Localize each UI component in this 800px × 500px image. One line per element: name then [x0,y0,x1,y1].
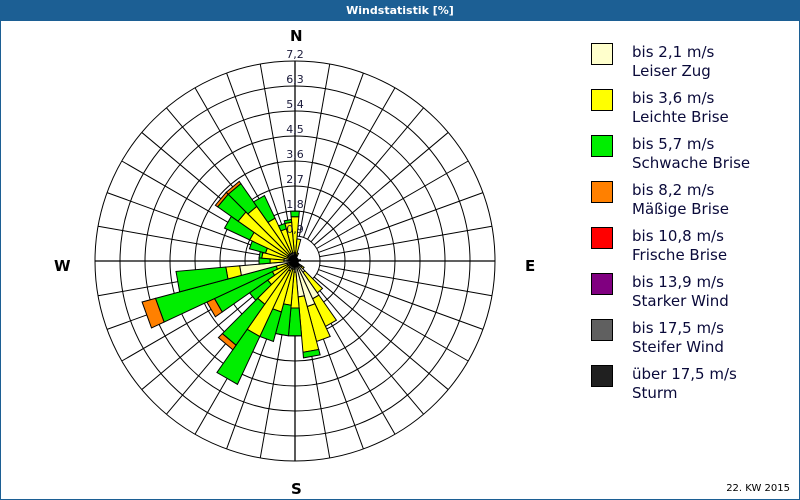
grid-spoke [318,192,484,253]
grid-spoke [226,72,287,238]
radial-tick-label: 7,2 [286,48,304,61]
grid-spoke [316,273,469,362]
legend-range: bis 3,6 m/s [632,89,715,107]
rose-segment [216,328,261,386]
wind-rose-chart: 0,9 1,8 2,7 3,6 4,5 5,4 6,3 7,2 [94,48,496,462]
legend-swatch [591,273,613,295]
compass-west-label: W [54,257,71,275]
legend-label: Mäßige Brise [632,200,729,218]
compass-east-label: E [525,257,536,275]
legend-swatch [591,365,613,387]
grid-spoke [318,269,484,330]
week-label: 22. KW 2015 [726,483,790,494]
radial-tick-label: 0,9 [286,223,304,236]
rose-segment [290,210,300,218]
grid-spoke [298,63,331,237]
radial-tick-label: 2,7 [286,173,304,186]
legend-label: Steifer Wind [632,338,724,356]
rose-segment [283,218,293,225]
legend-label: Sturm [632,384,678,402]
rose-segment [175,266,229,293]
legend-label: Leichte Brise [632,108,729,126]
legend-label: Starker Wind [632,292,729,310]
grid-spoke [319,264,493,297]
grid-spoke [259,63,292,237]
rose-segment [302,348,321,359]
legend-range: bis 10,8 m/s [632,227,724,245]
radial-tick-label: 4,5 [286,123,304,136]
legend-range: bis 8,2 m/s [632,181,715,199]
legend-range: über 17,5 m/s [632,365,737,383]
grid-spoke [319,225,493,258]
radial-tick-label: 6,3 [286,73,304,86]
grid-spoke [313,276,449,390]
grid-spoke [106,192,272,253]
legend-swatch [591,181,613,203]
legend-label: Frische Brise [632,246,728,264]
legend-range: bis 17,5 m/s [632,319,724,337]
legend-swatch [591,319,613,341]
grid-spoke [97,225,271,258]
radial-tick-label: 3,6 [286,148,304,161]
grid-spoke [310,279,424,415]
legend-swatch [591,89,613,111]
legend-label: Schwache Brise [632,154,751,172]
center-hub [291,257,299,265]
legend-range: bis 2,1 m/s [632,43,715,61]
radial-tick-label: 5,4 [286,98,304,111]
grid-spoke [303,72,364,238]
legend-swatch [591,43,613,65]
legend-range: bis 5,7 m/s [632,135,715,153]
rose-segment [217,332,237,351]
compass-south-label: S [291,480,302,498]
rose-segment [141,297,165,329]
legend-range: bis 13,9 m/s [632,273,724,291]
rose-segment [225,180,242,195]
legend-label: Leiser Zug [632,62,711,80]
radial-tick-label: 1,8 [286,198,304,211]
chart-title: Windstatistik [%] [1,1,799,21]
legend-swatch [591,227,613,249]
grid-spoke [313,132,449,246]
legend-swatch [591,135,613,157]
rose-segment [252,194,276,223]
grid-spoke [316,160,469,249]
compass-north-label: N [290,27,303,45]
grid-spoke [310,107,424,243]
grid-spoke [307,87,396,240]
